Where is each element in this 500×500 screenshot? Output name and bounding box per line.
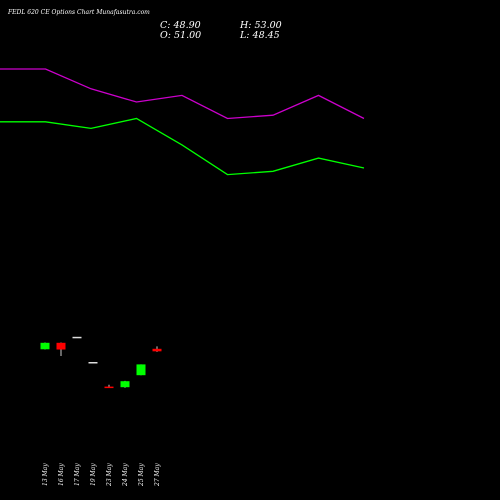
candle-body	[136, 364, 146, 376]
high-price: H: 53.00	[240, 20, 282, 31]
candle-27-may	[152, 346, 162, 352]
candle-19-may	[88, 362, 98, 364]
x-tick-label: 13 May	[42, 463, 49, 486]
candle-23-may	[104, 384, 114, 389]
x-tick-label: 24 May	[122, 463, 129, 487]
candle-13-may	[40, 342, 50, 350]
candle-body	[152, 348, 162, 352]
candles	[40, 336, 162, 389]
low-price: L: 48.45	[240, 30, 280, 41]
close-price: C: 48.90	[160, 20, 201, 31]
candle-body	[72, 336, 82, 339]
x-tick-label: 25 May	[138, 463, 145, 487]
candle-body	[88, 362, 98, 364]
open-price: O: 51.00	[160, 30, 202, 41]
indicator-lines	[0, 68, 365, 176]
candle-body	[40, 342, 50, 350]
candle-body	[104, 386, 114, 389]
indicator-line-1	[0, 117, 365, 176]
candle-16-may	[56, 342, 66, 356]
x-axis-labels: 13 May 16 May 17 May 19 May 23 May 24 May 25 M…	[42, 463, 161, 487]
candle-body	[56, 342, 66, 350]
x-tick-label: 23 May	[106, 463, 113, 487]
x-tick-label: 27 May	[154, 463, 161, 487]
candle-body	[120, 381, 130, 388]
candle-24-may	[120, 380, 130, 388]
candle-25-may	[136, 364, 146, 376]
candle-17-may	[72, 336, 82, 339]
x-tick-label: 19 May	[90, 463, 97, 486]
x-tick-label: 16 May	[58, 463, 65, 486]
x-tick-label: 17 May	[74, 463, 81, 486]
indicator-line-2	[0, 68, 365, 120]
page-title: FEDL 620 CE Options Chart Munafasutra.co…	[8, 9, 150, 16]
